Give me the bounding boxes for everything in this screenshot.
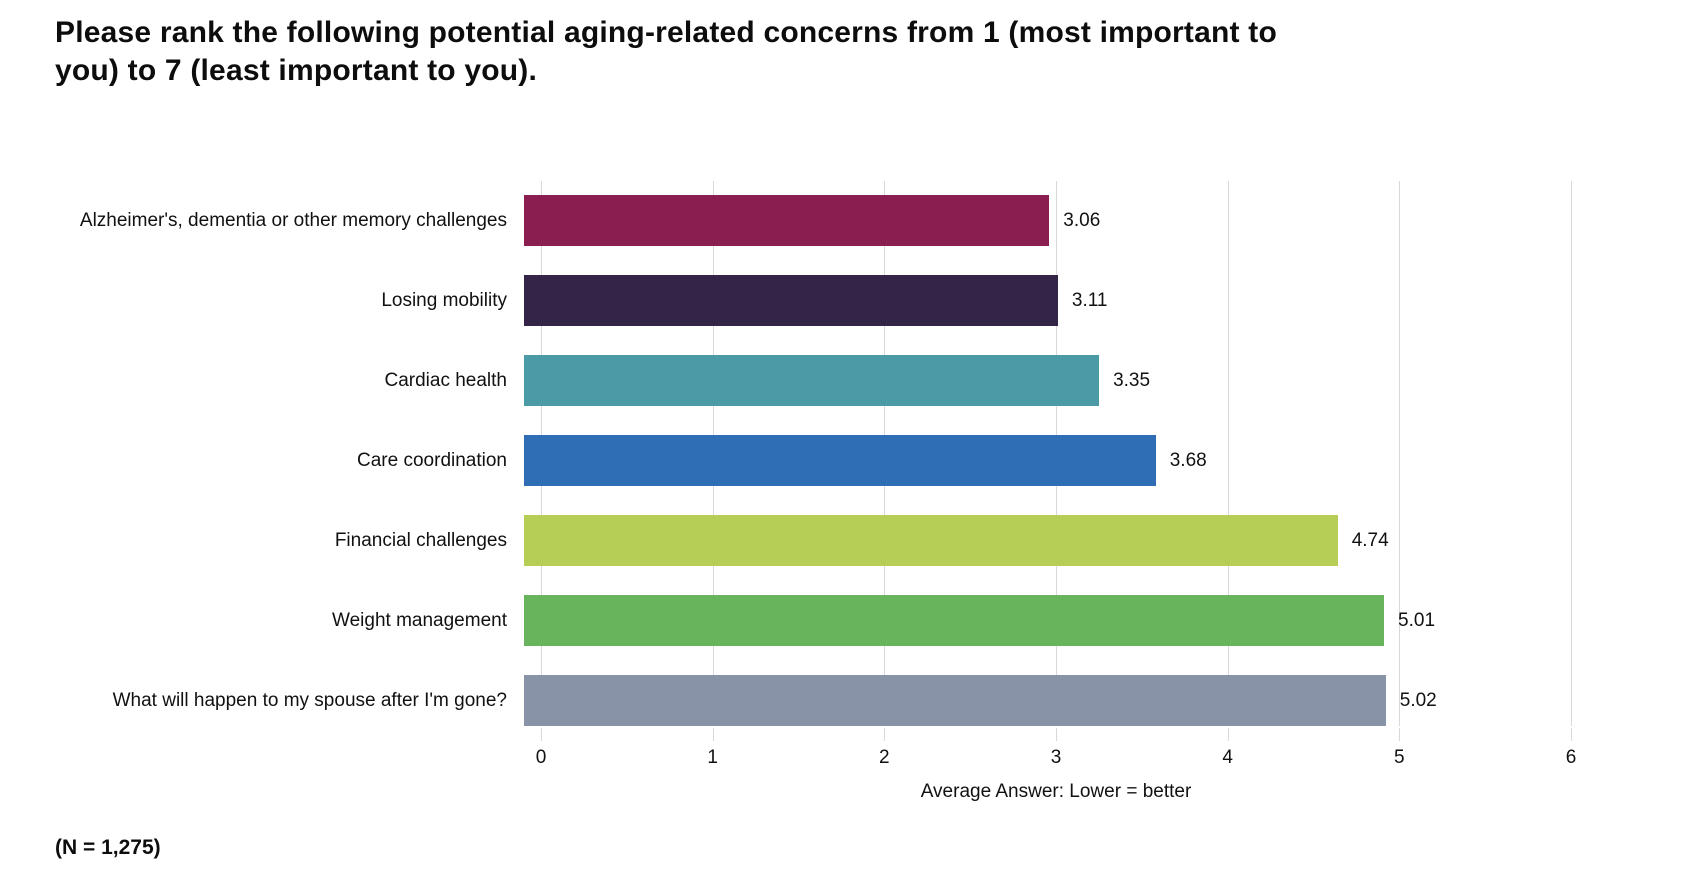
x-axis-title: Average Answer: Lower = better	[920, 781, 1192, 802]
value-label: 3.35	[1113, 369, 1151, 391]
value-label: 5.02	[1399, 689, 1437, 711]
bar	[524, 275, 1058, 326]
value-label: 3.11	[1071, 289, 1108, 311]
bar	[524, 675, 1386, 726]
axis-tick-mark	[1571, 728, 1572, 741]
axis-tick-label: 3	[1050, 747, 1062, 768]
axis-tick-label: 6	[1565, 747, 1577, 768]
value-label: 5.01	[1398, 609, 1436, 631]
bar	[524, 355, 1100, 406]
gridline	[1399, 181, 1401, 726]
gridline	[1227, 181, 1229, 726]
axis-tick-mark	[541, 728, 542, 741]
axis-tick-mark	[1056, 728, 1057, 741]
bar	[524, 595, 1385, 646]
axis-tick-label: 0	[535, 747, 547, 768]
chart-row: Losing mobility 3.11	[0, 275, 1682, 326]
bar-chart: Alzheimer's, dementia or other memory ch…	[0, 180, 1682, 840]
axis-tick-label: 1	[707, 747, 718, 768]
value-label: 4.74	[1351, 529, 1389, 551]
rows-layer: Alzheimer's, dementia or other memory ch…	[0, 195, 1682, 755]
chart-row: What will happen to my spouse after I'm …	[0, 675, 1682, 726]
bar-track: 4.74	[524, 515, 1554, 566]
category-label: Alzheimer's, dementia or other memory ch…	[79, 209, 507, 231]
bar-track: 3.35	[524, 355, 1554, 406]
x-axis-tick-labels: 0 1 2 3 4 5 6	[536, 747, 1577, 773]
bar-track: 3.68	[524, 435, 1554, 486]
axis-tick-mark	[712, 728, 714, 741]
bar-track: 3.11	[524, 275, 1554, 326]
category-label: Cardiac health	[384, 369, 507, 391]
bar	[524, 435, 1156, 486]
value-label: 3.68	[1169, 449, 1207, 471]
bar-track: 5.02	[524, 675, 1554, 726]
category-label: Care coordination	[357, 449, 507, 471]
chart-row: Cardiac health 3.35	[0, 355, 1682, 406]
x-axis-ticks	[541, 728, 1572, 741]
chart-title: Please rank the following potential agin…	[55, 16, 1277, 88]
axis-tick-label: 5	[1394, 747, 1405, 768]
category-label: Weight management	[332, 609, 507, 631]
chart-row: Alzheimer's, dementia or other memory ch…	[0, 195, 1682, 246]
axis-tick-mark	[1227, 728, 1229, 741]
bar	[524, 195, 1050, 246]
value-label: 3.06	[1063, 209, 1101, 231]
bar	[524, 515, 1338, 566]
axis-tick-label: 2	[879, 747, 890, 768]
category-label: Financial challenges	[334, 529, 507, 551]
axis-tick-mark	[884, 728, 886, 741]
gridline	[1571, 181, 1572, 726]
sample-size-note: (N = 1,275)	[55, 836, 161, 859]
bar-track: 5.01	[524, 595, 1554, 646]
bar-track: 3.06	[524, 195, 1554, 246]
chart-row: Financial challenges 4.74	[0, 515, 1682, 566]
category-label: Losing mobility	[381, 289, 507, 311]
chart-row: Weight management 5.01	[0, 595, 1682, 646]
axis-tick-mark	[1399, 728, 1401, 741]
category-label: What will happen to my spouse after I'm …	[112, 689, 507, 711]
axis-tick-label: 4	[1222, 747, 1233, 768]
chart-row: Care coordination 3.68	[0, 435, 1682, 486]
